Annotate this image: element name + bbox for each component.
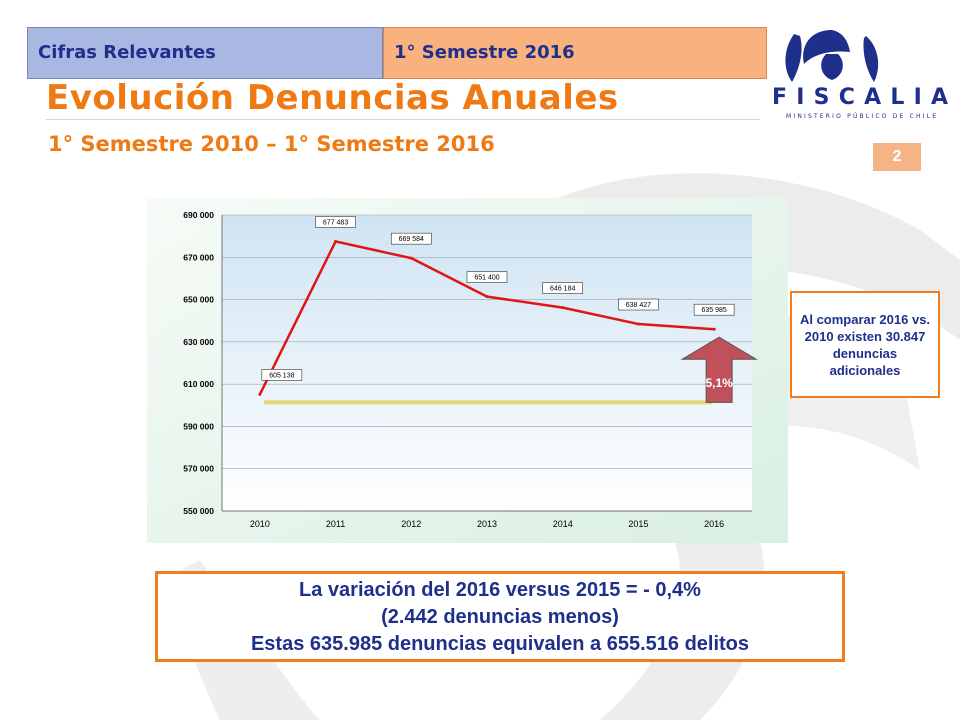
data-label: 638 427 xyxy=(626,302,651,309)
period-header: 1° Semestre 2016 xyxy=(383,27,767,79)
page-number: 2 xyxy=(873,143,921,171)
data-label-box xyxy=(390,232,432,245)
svg-text:FISCALIA: FISCALIA xyxy=(772,85,948,110)
x-tick-label: 2010 xyxy=(250,519,270,529)
x-tick-label: 2013 xyxy=(477,519,497,529)
data-label-box xyxy=(261,369,303,381)
data-point xyxy=(485,295,489,299)
x-tick-label: 2016 xyxy=(704,519,724,529)
data-point xyxy=(334,239,338,243)
data-label: 646 184 xyxy=(550,286,575,293)
y-tick-label: 670 000 xyxy=(183,252,214,262)
summary-equivalence: Estas 635.985 denuncias equivalen a 655.… xyxy=(250,633,750,655)
comparison-note: Al comparar 2016 vs. 2010 existen 30.847… xyxy=(790,291,940,398)
data-label: 605 138 xyxy=(269,372,294,379)
title-divider xyxy=(46,119,760,120)
summary-box: La variación del 2016 versus 2015 = - 0,… xyxy=(155,571,845,662)
y-tick-label: 610 000 xyxy=(183,379,214,389)
data-label: 635 985 xyxy=(701,307,726,314)
y-tick-label: 550 000 xyxy=(183,506,214,516)
data-point xyxy=(636,322,640,326)
y-tick-label: 590 000 xyxy=(183,421,214,431)
data-label-box xyxy=(693,303,735,316)
page-subtitle: 1° Semestre 2010 – 1° Semestre 2016 xyxy=(48,132,495,156)
data-label-box xyxy=(466,271,508,283)
data-label: 669 584 xyxy=(399,236,424,243)
y-tick-label: 570 000 xyxy=(183,464,214,474)
fiscalia-logo: FISCALIA MINISTERIO PÚBLICO DE CHILE xyxy=(772,30,948,120)
data-label: 677 483 xyxy=(323,219,348,226)
x-tick-label: 2011 xyxy=(326,519,345,529)
summary-variation: La variación del 2016 versus 2015 = - 0,… xyxy=(299,579,701,601)
svg-text:MINISTERIO PÚBLICO DE CHILE: MINISTERIO PÚBLICO DE CHILE xyxy=(786,113,936,120)
summary-difference: (2.442 denuncias menos) xyxy=(381,606,619,628)
y-tick-label: 630 000 xyxy=(183,337,214,347)
y-tick-label: 690 000 xyxy=(183,210,214,220)
data-label-box xyxy=(618,298,659,311)
x-tick-label: 2012 xyxy=(401,519,421,529)
data-label: 651 400 xyxy=(474,275,499,282)
y-tick-label: 650 000 xyxy=(183,295,214,305)
data-label-box xyxy=(315,216,356,228)
x-tick-label: 2015 xyxy=(628,519,648,529)
section-label: Cifras Relevantes xyxy=(38,42,216,63)
plot-area xyxy=(222,215,752,511)
data-point xyxy=(258,392,262,396)
data-point xyxy=(712,327,716,331)
data-label-box xyxy=(542,282,584,294)
line-chart: 550 000 570 000 590 000 610 000 630 000 650 0… xyxy=(147,198,788,543)
chart-svg: 550 000 570 000 590 000 610 000 630 000 650 0… xyxy=(147,198,788,543)
comparison-note-text: Al comparar 2016 vs. 2010 existen 30.847… xyxy=(799,311,931,378)
page-title: Evolución Denuncias Anuales xyxy=(46,78,619,118)
data-point xyxy=(561,306,565,310)
period-label: 1° Semestre 2016 xyxy=(394,42,575,63)
data-point xyxy=(409,256,413,260)
x-tick-label: 2014 xyxy=(553,519,573,529)
growth-label: 5,1% xyxy=(705,376,733,390)
growth-arrow xyxy=(680,336,758,403)
section-header: Cifras Relevantes xyxy=(27,27,383,79)
